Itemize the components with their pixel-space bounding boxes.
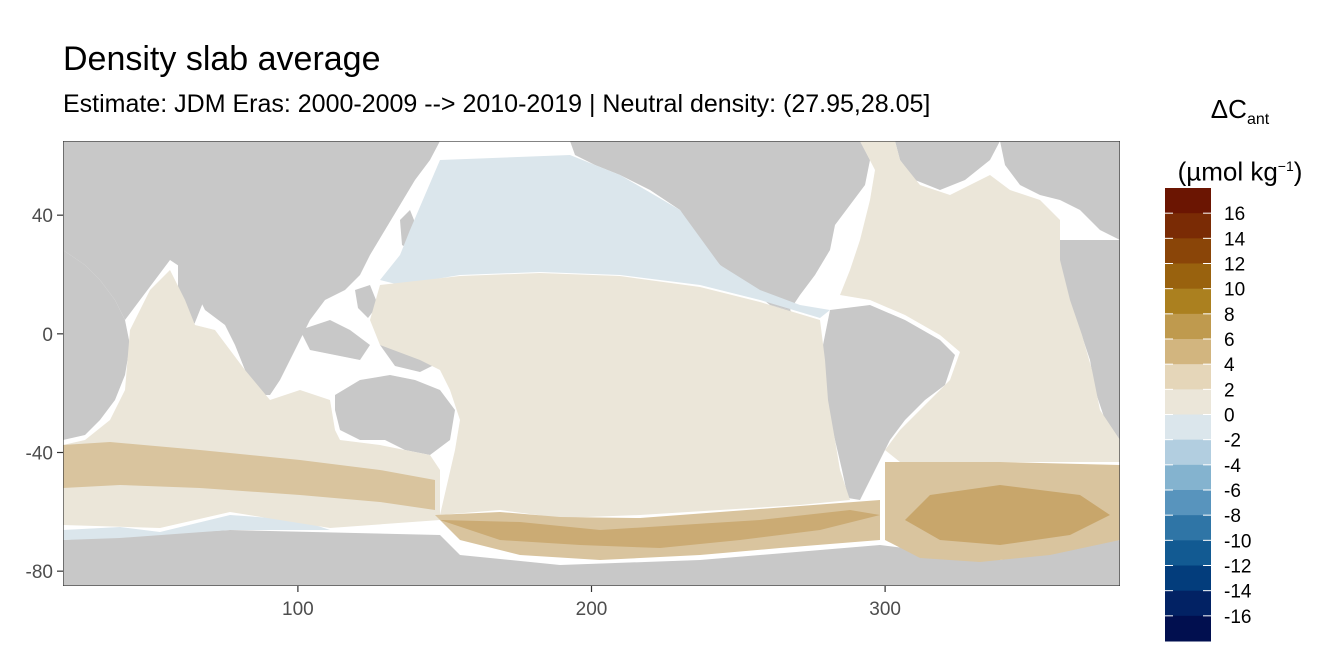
band-south-pacific-core bbox=[440, 510, 880, 548]
x-tick-label: 200 bbox=[576, 599, 608, 620]
legend-color-bin bbox=[1165, 490, 1211, 516]
x-tick-label: 100 bbox=[282, 599, 314, 620]
land-se-asia bbox=[300, 320, 370, 360]
legend-unit-prefix: (µmol kg bbox=[1177, 156, 1278, 187]
legend-label: 16 bbox=[1224, 204, 1245, 225]
legend-label: 4 bbox=[1224, 355, 1235, 376]
ocean-south-pacific bbox=[370, 273, 850, 518]
legend-color-bin bbox=[1165, 515, 1211, 541]
legend-colorbar: 16 14 12 10 8 6 4 2 0 -2 -4 -6 -8 -10 -12 -14 -16 bbox=[1165, 188, 1252, 642]
legend-label: -12 bbox=[1224, 557, 1251, 578]
legend-label: -4 bbox=[1224, 456, 1241, 477]
land-antarctica bbox=[63, 530, 1120, 586]
legend-color-bin bbox=[1165, 213, 1211, 239]
y-axis: 40 0 -40 -80 bbox=[26, 206, 63, 583]
band-south-indian bbox=[63, 442, 435, 510]
land-layer bbox=[63, 141, 1120, 586]
legend-color-bin bbox=[1165, 188, 1211, 214]
legend-label: -14 bbox=[1224, 582, 1252, 603]
legend-label: -8 bbox=[1224, 506, 1241, 527]
legend-color-bin bbox=[1165, 364, 1211, 390]
map-panel bbox=[63, 141, 1120, 586]
land-new-guinea bbox=[380, 345, 440, 372]
land-europe bbox=[1000, 141, 1120, 240]
legend-label: 2 bbox=[1224, 380, 1235, 401]
legend-color-bin bbox=[1165, 263, 1211, 290]
land-south-america bbox=[822, 305, 955, 500]
land-north-america bbox=[570, 141, 870, 310]
ocean-positive-layer bbox=[63, 442, 1120, 562]
legend-label: -2 bbox=[1224, 431, 1241, 452]
land-africa-east bbox=[1058, 240, 1120, 440]
legend-color-bin bbox=[1165, 288, 1211, 315]
legend-color-bin bbox=[1165, 313, 1211, 340]
y-tick-label: -40 bbox=[26, 444, 53, 465]
legend-color-bin bbox=[1165, 389, 1211, 415]
legend-label: 8 bbox=[1224, 305, 1235, 326]
ocean-negative-layer bbox=[63, 155, 830, 540]
legend-color-bin bbox=[1165, 339, 1211, 365]
ocean-south-indian-negative bbox=[63, 515, 330, 540]
legend-unit-suffix: ) bbox=[1293, 156, 1303, 187]
legend-label: 6 bbox=[1224, 330, 1235, 351]
ocean-atlantic bbox=[840, 141, 1120, 462]
legend-color-bin bbox=[1165, 565, 1211, 592]
land-africa bbox=[63, 250, 130, 440]
legend-color-bin bbox=[1165, 540, 1211, 566]
legend-label: 10 bbox=[1224, 280, 1245, 301]
legend-label: -6 bbox=[1224, 481, 1241, 502]
land-greenland bbox=[895, 141, 1000, 190]
y-tick-label: -80 bbox=[26, 562, 53, 583]
x-axis: 100 200 300 bbox=[282, 586, 901, 620]
land-eurasia bbox=[63, 141, 440, 395]
legend-color-bin bbox=[1165, 464, 1211, 491]
y-tick-label: 0 bbox=[42, 325, 53, 346]
legend-color-bin bbox=[1165, 439, 1211, 466]
land-philippines bbox=[355, 285, 378, 318]
legend-label: 14 bbox=[1224, 229, 1246, 250]
chart-title: Density slab average bbox=[63, 40, 381, 78]
chart-subtitle: Estimate: JDM Eras: 2000-2009 --> 2010-2… bbox=[63, 90, 931, 118]
legend-label: -10 bbox=[1224, 531, 1251, 552]
legend-color-bin bbox=[1165, 414, 1211, 441]
legend-color-bin bbox=[1165, 615, 1211, 642]
legend-label: 12 bbox=[1224, 255, 1245, 276]
x-tick-label: 300 bbox=[869, 599, 901, 620]
legend-color-bin bbox=[1165, 238, 1211, 264]
legend-title-main: ΔC bbox=[1210, 94, 1247, 124]
y-tick-label: 40 bbox=[32, 206, 53, 227]
band-south-atlantic-core bbox=[905, 485, 1110, 545]
legend-label: 0 bbox=[1224, 406, 1235, 427]
legend-title-sub: ant bbox=[1246, 111, 1270, 129]
land-australia bbox=[335, 375, 455, 455]
ocean-north-pacific bbox=[380, 155, 830, 318]
legend-title: ΔCant (µmol kg−1) bbox=[1160, 86, 1320, 195]
legend-unit-sup: −1 bbox=[1277, 158, 1294, 175]
legend-color-bin bbox=[1165, 590, 1211, 617]
legend-label: -16 bbox=[1224, 607, 1251, 628]
